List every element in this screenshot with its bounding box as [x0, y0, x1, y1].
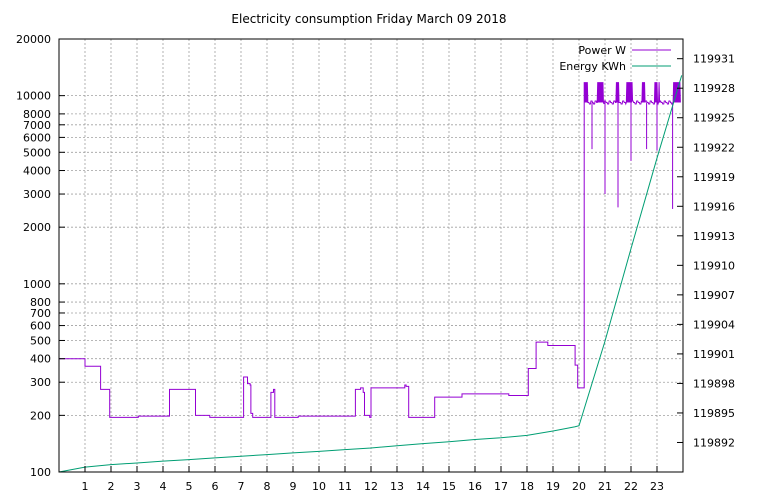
left-tick-label: 4000 — [23, 165, 51, 178]
right-tick-label: 119928 — [693, 82, 735, 95]
x-tick-label: 10 — [312, 480, 326, 493]
plot-frame — [58, 38, 684, 473]
left-tick-label: 500 — [30, 334, 51, 347]
right-axis-ticks: 119892 119895 119898 119901 119904 119907 1199… — [677, 53, 735, 449]
x-tick-label: 8 — [264, 480, 271, 493]
right-tick-label: 119931 — [693, 53, 735, 66]
x-tick-label: 9 — [290, 480, 297, 493]
x-tick-label: 21 — [598, 480, 612, 493]
x-tick-label: 6 — [212, 480, 219, 493]
x-axis-ticks: 1 2 3 4 5 6 7 8 9 10 11 12 13 14 15 16 17 18 19 20 21 22 23 — [82, 466, 664, 493]
legend: Power W Energy KWh — [559, 44, 671, 73]
left-tick-label: 600 — [30, 320, 51, 333]
left-tick-label: 400 — [30, 353, 51, 366]
chart-title: Electricity consumption Friday March 09 … — [231, 12, 506, 26]
left-tick-label: 20000 — [16, 33, 51, 46]
energy-series — [58, 75, 683, 473]
left-tick-label: 700 — [30, 307, 51, 320]
left-tick-label: 1000 — [23, 278, 51, 291]
power-high-band — [583, 82, 681, 106]
right-tick-label: 119904 — [693, 318, 735, 331]
right-tick-label: 119925 — [693, 112, 735, 125]
x-tick-label: 15 — [442, 480, 456, 493]
right-tick-label: 119919 — [693, 171, 735, 184]
right-tick-label: 119895 — [693, 407, 735, 420]
legend-label: Energy KWh — [559, 60, 626, 73]
left-tick-label: 7000 — [23, 119, 51, 132]
x-tick-label: 22 — [624, 480, 638, 493]
left-tick-label: 3000 — [23, 188, 51, 201]
x-tick-label: 12 — [364, 480, 378, 493]
x-tick-label: 17 — [494, 480, 508, 493]
x-tick-label: 20 — [572, 480, 586, 493]
right-tick-label: 119907 — [693, 289, 735, 302]
power-line — [59, 102, 585, 418]
right-tick-label: 119913 — [693, 230, 735, 243]
right-tick-label: 119910 — [693, 259, 735, 272]
right-tick-label: 119901 — [693, 348, 735, 361]
right-tick-label: 119916 — [693, 200, 735, 213]
left-tick-label: 200 — [30, 409, 51, 422]
grid — [59, 39, 683, 472]
x-tick-label: 3 — [134, 480, 141, 493]
left-tick-label: 5000 — [23, 146, 51, 159]
x-tick-label: 16 — [468, 480, 482, 493]
left-tick-label: 10000 — [16, 90, 51, 103]
x-tick-label: 19 — [546, 480, 560, 493]
x-tick-label: 4 — [160, 480, 167, 493]
x-tick-label: 18 — [520, 480, 534, 493]
left-tick-label: 800 — [30, 296, 51, 309]
x-tick-label: 1 — [82, 480, 89, 493]
x-tick-label: 13 — [390, 480, 404, 493]
right-tick-label: 119892 — [693, 436, 735, 449]
x-tick-label: 14 — [416, 480, 430, 493]
left-tick-label: 300 — [30, 376, 51, 389]
left-tick-label: 2000 — [23, 221, 51, 234]
power-series — [59, 82, 681, 418]
legend-label: Power W — [578, 44, 626, 57]
right-tick-label: 119922 — [693, 141, 735, 154]
left-tick-label: 100 — [30, 466, 51, 479]
energy-line — [58, 75, 683, 473]
x-tick-label: 2 — [108, 480, 115, 493]
right-tick-label: 119898 — [693, 377, 735, 390]
left-tick-label: 8000 — [23, 108, 51, 121]
x-tick-label: 23 — [650, 480, 664, 493]
x-tick-label: 7 — [238, 480, 245, 493]
x-tick-label: 11 — [338, 480, 352, 493]
x-tick-label: 5 — [186, 480, 193, 493]
left-tick-label: 6000 — [23, 131, 51, 144]
